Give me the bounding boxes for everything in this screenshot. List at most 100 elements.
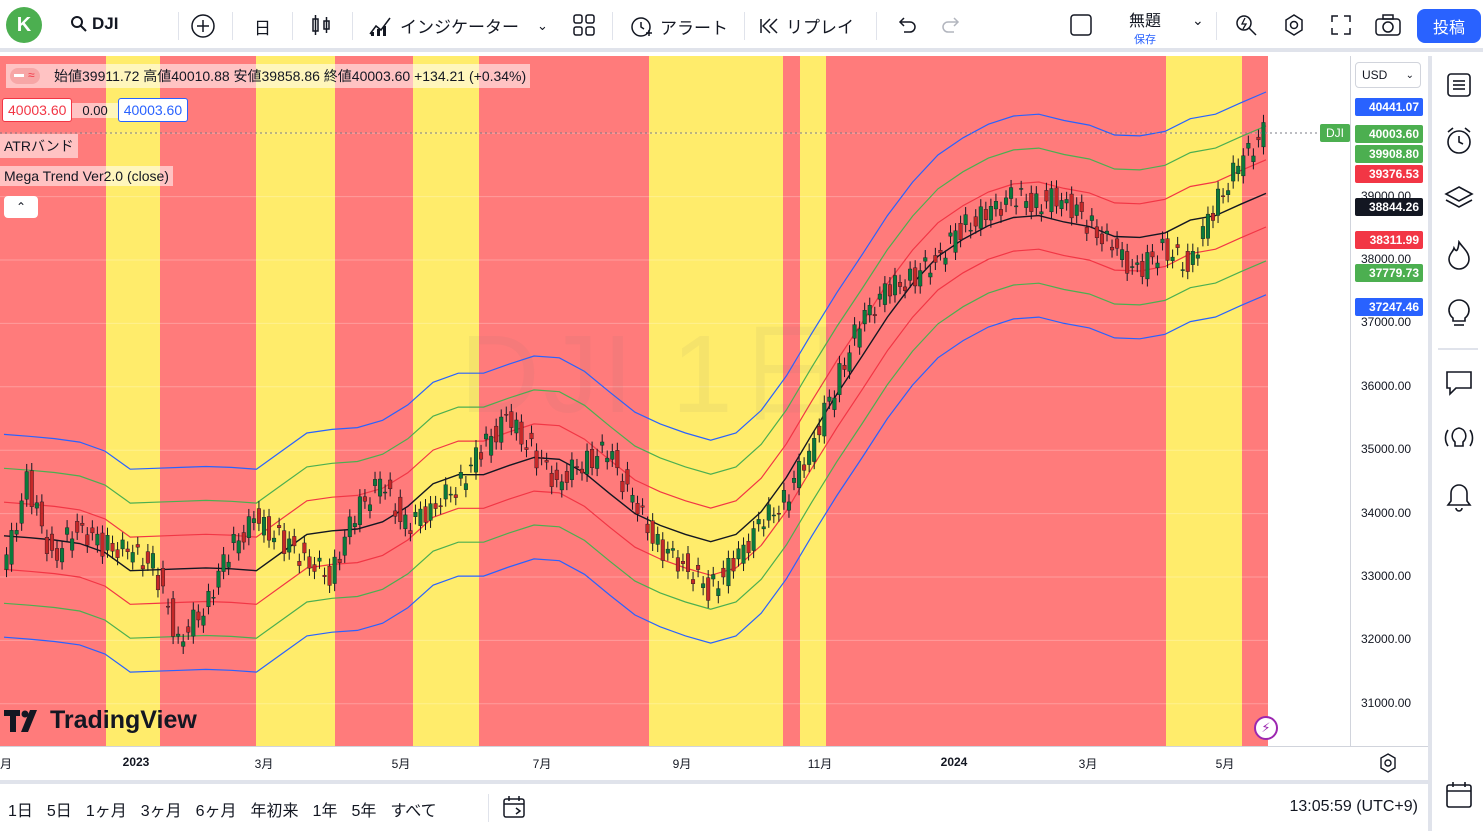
chevron-down-icon: ⌄	[1405, 69, 1414, 81]
replay-label: リプレイ	[786, 18, 854, 37]
candle-body	[892, 275, 897, 296]
candle-body	[327, 565, 332, 586]
candle-body	[29, 470, 34, 507]
price-scale[interactable]: USD ⌄ 39000.00 38000.00 37000.00 36000.00 35…	[1350, 56, 1428, 746]
notifications-button[interactable]	[1442, 480, 1476, 514]
add-symbol-button[interactable]	[190, 13, 216, 39]
alerts-button[interactable]	[1442, 124, 1476, 158]
trend-zone	[256, 56, 335, 746]
candle-body	[473, 447, 478, 473]
watchlist-button[interactable]	[1442, 68, 1476, 102]
ask-price[interactable]: 40003.60	[117, 98, 189, 122]
lower-green-band	[3, 260, 1267, 639]
redo-button[interactable]	[940, 13, 964, 37]
fullscreen-icon	[1331, 15, 1351, 35]
candle-body	[736, 548, 741, 560]
lightning-icon[interactable]: ⚡	[1254, 716, 1278, 740]
trend-zone	[413, 56, 479, 746]
candle-body	[226, 561, 231, 568]
go-to-date-button[interactable]	[502, 795, 528, 824]
candle-body	[918, 270, 923, 287]
object-tree-button[interactable]	[1442, 182, 1476, 216]
spread-value: 0.00	[72, 102, 118, 118]
currency-select[interactable]: USD ⌄	[1355, 62, 1421, 88]
candle-body	[968, 229, 973, 232]
camera-icon	[1375, 14, 1401, 36]
hotlist-button[interactable]	[1442, 238, 1476, 272]
symbol-search[interactable]: DJI	[70, 14, 118, 34]
candle-body	[246, 516, 251, 538]
candle-body	[332, 556, 337, 584]
undo-button[interactable]	[894, 13, 918, 37]
alert-label: アラート	[660, 18, 728, 38]
range-button[interactable]: 年初来	[250, 803, 299, 820]
candle-body	[645, 523, 650, 534]
streams-button[interactable]	[1442, 422, 1476, 456]
candle-body	[362, 496, 367, 502]
candle-body	[484, 433, 489, 440]
range-button[interactable]: 1年	[312, 803, 338, 820]
fullscreen-button[interactable]	[1329, 13, 1353, 37]
candle-body	[615, 450, 620, 469]
candle-body	[408, 530, 413, 534]
candle-body	[373, 479, 378, 486]
layout-square-button[interactable]	[1069, 13, 1093, 37]
candle-body	[993, 201, 998, 210]
time-scale[interactable]: 月 2023 3月 5月 7月 9月 11月 2024 3月 5月	[0, 746, 1428, 778]
price-tick-label: 33000.00	[1361, 569, 1412, 583]
range-button[interactable]: 5年	[351, 803, 377, 820]
indicators-button[interactable]: インジケーター ⌄	[368, 13, 548, 38]
chart-type-button[interactable]	[310, 13, 332, 37]
time-axis-label: 3月	[254, 757, 274, 771]
range-button[interactable]: すべて	[390, 803, 437, 820]
range-button[interactable]: 5日	[46, 803, 72, 820]
candle-body	[24, 471, 29, 500]
snapshot-button[interactable]	[1374, 13, 1402, 37]
replay-button[interactable]: リプレイ	[758, 13, 854, 38]
alert-button[interactable]: アラート	[628, 13, 728, 39]
ideas-button[interactable]	[1442, 296, 1476, 330]
layout-button[interactable]	[572, 13, 596, 37]
quick-search-button[interactable]	[1234, 13, 1258, 37]
tv-logo-icon	[4, 709, 37, 732]
alarm-clock-icon	[1447, 127, 1471, 154]
indicator-atr-band[interactable]: ATRバンド	[0, 134, 78, 158]
price-chart[interactable]	[0, 56, 1350, 746]
range-button[interactable]: 1ヶ月	[85, 803, 127, 820]
chart-settings-button[interactable]	[1378, 753, 1398, 773]
settings-button[interactable]	[1282, 13, 1306, 37]
user-avatar[interactable]: K	[6, 7, 42, 43]
price-tick-label: 31000.00	[1361, 695, 1412, 710]
calendar-button[interactable]	[1442, 778, 1476, 812]
candle-body	[534, 450, 539, 469]
range-button[interactable]: 3ヶ月	[140, 803, 182, 820]
clock-display[interactable]: 13:05:59 (UTC+9)	[1289, 798, 1418, 815]
range-button[interactable]: 1日	[8, 803, 33, 820]
candle-body	[342, 536, 347, 556]
interval-button[interactable]: 日	[254, 14, 271, 39]
broadcast-icon	[1444, 427, 1474, 447]
candle-body	[34, 502, 39, 509]
bid-price[interactable]: 40003.60	[2, 98, 73, 122]
range-button[interactable]: 6ヶ月	[195, 803, 237, 820]
candle-body	[822, 402, 827, 437]
indicator-mega-trend[interactable]: Mega Trend Ver2.0 (close)	[0, 166, 173, 186]
candle-body	[923, 257, 928, 262]
candle-body	[625, 469, 630, 485]
candle-body	[650, 520, 655, 544]
candle-body	[741, 544, 746, 564]
visibility-toggle-icon[interactable]: ≈	[10, 68, 40, 84]
publish-button[interactable]: 投稿	[1417, 9, 1481, 43]
redo-icon	[942, 17, 960, 33]
candle-body	[176, 633, 181, 637]
collapse-legend-button[interactable]: ⌃	[4, 196, 38, 218]
indicators-label: インジケーター	[400, 18, 519, 37]
chart-pane[interactable]: DJI 1日 ≈ 始値39911.72 高値40010.88 安値39858.8…	[0, 56, 1350, 746]
layout-name[interactable]: 無題 保存	[1114, 7, 1176, 47]
candle-body	[1180, 269, 1185, 271]
tradingview-logo[interactable]: TradingView	[4, 706, 197, 735]
candle-body	[438, 505, 443, 508]
chats-button[interactable]	[1442, 366, 1476, 400]
layout-menu-chevron[interactable]: ⌄	[1192, 12, 1204, 29]
chevron-down-icon: ⌄	[537, 17, 548, 33]
